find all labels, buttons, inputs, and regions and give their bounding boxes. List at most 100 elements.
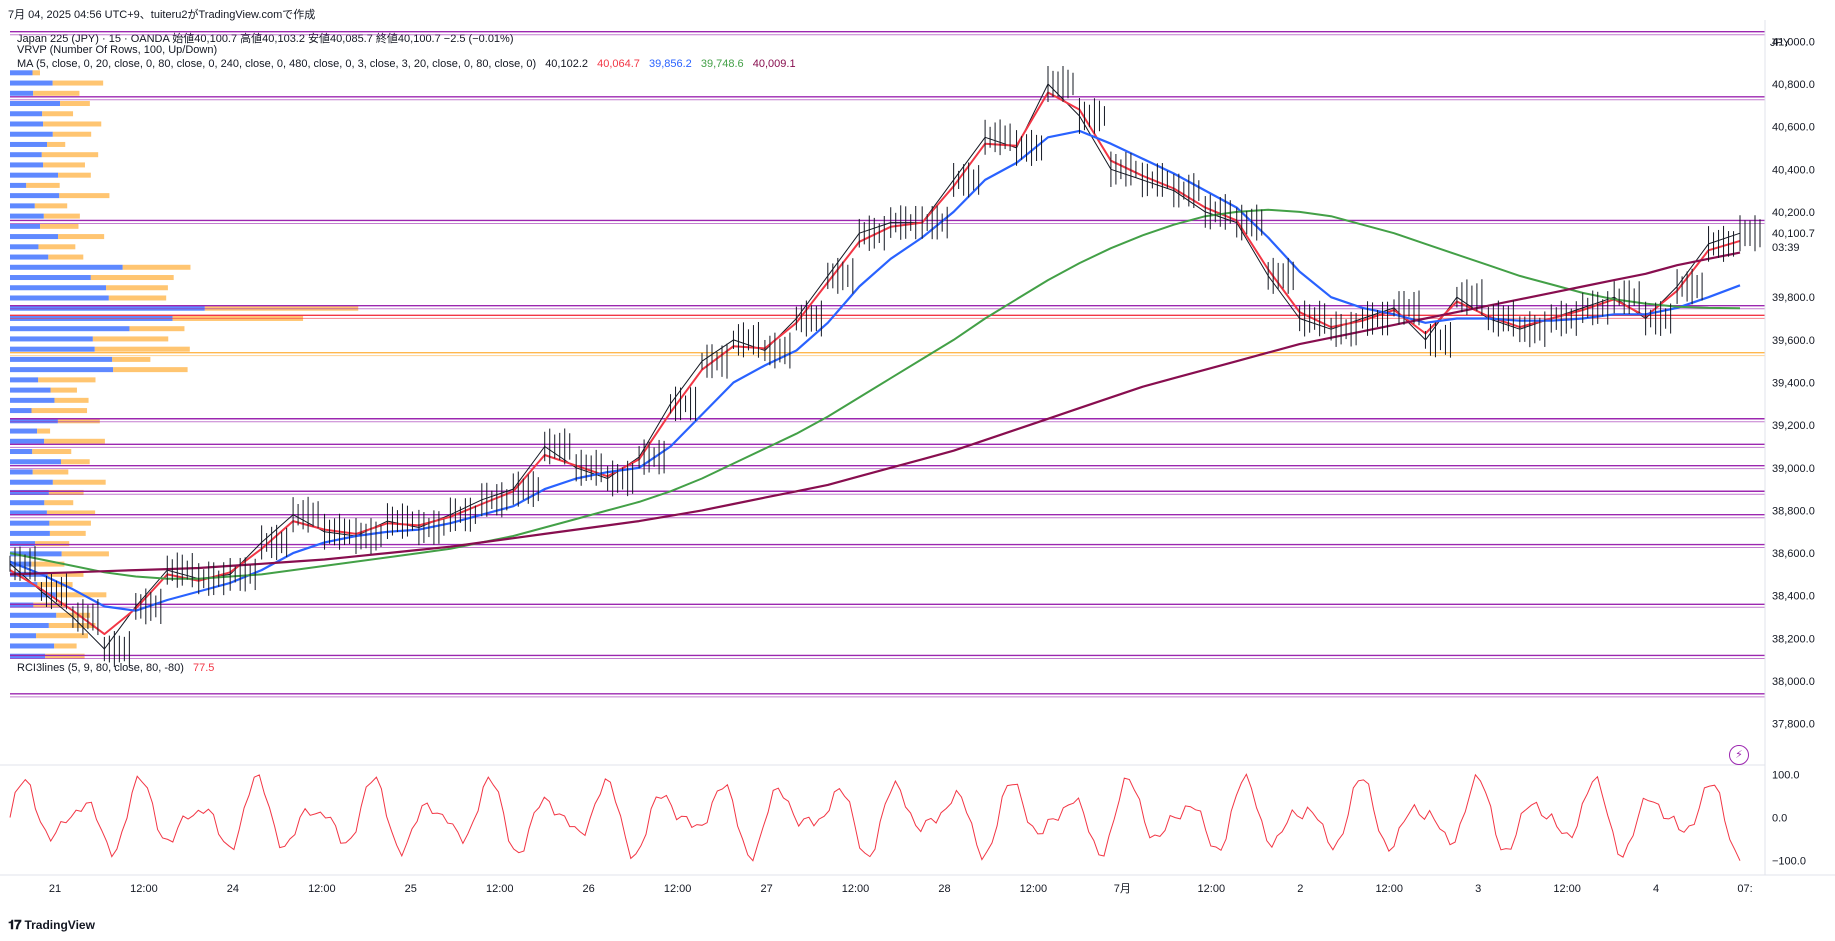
- vp-bar-down: [48, 623, 96, 629]
- time-tick-label: 7月: [1114, 883, 1131, 895]
- series-line-4: [9, 251, 1741, 576]
- vp-bar-down: [108, 295, 167, 301]
- vp-bar-up: [10, 213, 44, 219]
- vp-bar-up: [10, 510, 47, 516]
- vp-bar-up: [10, 234, 59, 240]
- time-tick-label: 12:00: [664, 883, 692, 895]
- vp-bar-down: [36, 633, 88, 639]
- rci-legend[interactable]: RCI3lines (5, 9, 80, close, 80, -80) 77.…: [17, 662, 220, 674]
- vp-bar-up: [10, 377, 39, 383]
- attribution-header: 7月 04, 2025 04:56 UTC+9、tuiteru2がTrading…: [8, 9, 316, 21]
- vp-bar-down: [54, 397, 89, 403]
- footer-brand: TradingView: [24, 918, 95, 932]
- vp-bar-up: [10, 592, 56, 598]
- rci-legend-value: 77.5: [192, 662, 215, 674]
- vp-bar-down: [32, 469, 69, 475]
- vp-bar-down: [50, 387, 77, 393]
- vp-bar-down: [204, 305, 359, 311]
- vp-bar-up: [10, 530, 50, 536]
- countdown-label: 03:39: [1772, 242, 1800, 254]
- vp-bar-down: [52, 80, 104, 86]
- price-tick-label: 40,200.0: [1772, 207, 1815, 219]
- vp-bar-up: [10, 602, 34, 608]
- price-tick-label: 40,800.0: [1772, 79, 1815, 91]
- vp-bar-down: [42, 111, 74, 117]
- vp-bar-up: [10, 623, 49, 629]
- vp-bar-down: [94, 346, 190, 352]
- vp-bar-down: [26, 182, 60, 188]
- time-tick-label: 07:: [1737, 883, 1752, 895]
- vp-bar-down: [32, 449, 72, 455]
- vp-bar-up: [10, 397, 55, 403]
- tv-mark-icon: 𝟏𝟕: [8, 917, 22, 932]
- vp-bar-down: [38, 377, 96, 383]
- vp-bar-down: [129, 326, 185, 332]
- time-tick-label: 28: [938, 883, 950, 895]
- rci-tick-label: −100.0: [1772, 856, 1806, 868]
- tradingview-logo[interactable]: 𝟏𝟕 TradingView: [8, 917, 95, 933]
- vp-bar-down: [35, 541, 70, 547]
- vp-bar-up: [10, 141, 48, 147]
- vp-bar-down: [58, 172, 91, 178]
- vp-bar-down: [37, 582, 73, 588]
- price-tick-label: 38,000.0: [1772, 676, 1815, 688]
- vp-bar-down: [57, 418, 100, 424]
- vp-bar-up: [10, 172, 59, 178]
- vp-bar-down: [43, 121, 102, 127]
- vp-bar-up: [10, 70, 33, 76]
- vp-bar-up: [10, 326, 130, 332]
- vp-bar-up: [10, 582, 38, 588]
- lightning-icon[interactable]: ⚡: [1729, 745, 1749, 765]
- vp-bar-down: [48, 254, 84, 260]
- time-tick-label: 12:00: [1020, 883, 1048, 895]
- rci-line: [9, 773, 1741, 862]
- vp-bar-down: [31, 561, 65, 567]
- vp-bar-down: [47, 571, 84, 577]
- vp-bar-up: [10, 182, 27, 188]
- vp-bar-up: [10, 428, 38, 434]
- vp-bar-up: [10, 551, 62, 557]
- last-price-label: 40,100.7: [1772, 228, 1815, 240]
- vp-bar-down: [34, 203, 68, 209]
- ma-legend[interactable]: MA (5, close, 0, 20, close, 0, 80, close…: [17, 58, 802, 70]
- vp-bar-down: [40, 223, 79, 229]
- vp-bar-up: [10, 254, 49, 260]
- vp-bar-up: [10, 193, 60, 199]
- vp-bar-up: [10, 305, 205, 311]
- price-axis-currency: JPY: [1770, 37, 1791, 49]
- vp-bar-up: [10, 131, 53, 137]
- vp-bar-up: [10, 479, 53, 485]
- vp-bar-down: [37, 428, 51, 434]
- vp-bar-down: [58, 234, 105, 240]
- vp-bar-up: [10, 80, 53, 86]
- symbol-legend[interactable]: Japan 225 (JPY) · 15 · OANDA 始値40,100.7 …: [17, 33, 514, 45]
- vp-bar-up: [10, 438, 45, 444]
- vp-bar-down: [43, 213, 80, 219]
- vp-bar-down: [60, 459, 90, 465]
- time-tick-label: 12:00: [486, 883, 514, 895]
- ma-value-2: 40,064.7: [597, 58, 640, 70]
- vp-bar-down: [112, 356, 151, 362]
- time-tick-label: 12:00: [1375, 883, 1403, 895]
- vp-bar-down: [122, 264, 191, 270]
- ma-legend-label: MA (5, close, 0, 20, close, 0, 80, close…: [17, 58, 537, 70]
- vp-bar-down: [46, 510, 96, 516]
- vp-bar-up: [10, 223, 41, 229]
- vp-bar-up: [10, 500, 45, 506]
- vp-bar-up: [10, 561, 32, 567]
- vp-bar-down: [92, 336, 169, 342]
- price-tick-label: 39,800.0: [1772, 292, 1815, 304]
- ma-value-1: 40,102.2: [545, 58, 589, 70]
- vp-bar-down: [52, 479, 106, 485]
- vp-bar-up: [10, 275, 91, 281]
- price-tick-label: 38,600.0: [1772, 548, 1815, 560]
- price-tick-label: 37,800.0: [1772, 719, 1815, 731]
- vrvp-legend[interactable]: VRVP (Number Of Rows, 100, Up/Down): [17, 44, 218, 56]
- vp-bar-up: [10, 264, 123, 270]
- vp-bar-down: [49, 530, 86, 536]
- vp-bar-down: [61, 551, 109, 557]
- vp-bar-up: [10, 162, 44, 168]
- vp-bar-up: [10, 612, 57, 618]
